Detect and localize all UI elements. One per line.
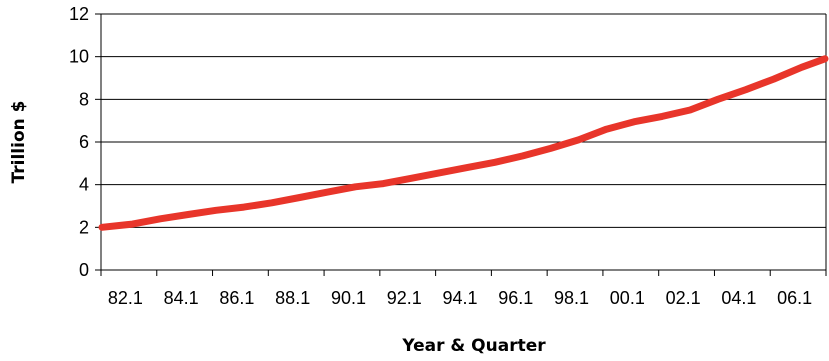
x-tick-label: 00.1 [610,288,645,308]
x-tick-label: 84.1 [164,288,199,308]
y-gridlines [101,13,826,228]
y-axis-title: Trillion $ [9,101,29,184]
x-tick-label: 94.1 [442,288,477,308]
x-tick-label: 90.1 [331,288,366,308]
y-tick-label: 2 [79,217,89,237]
y-tick-marks [95,13,101,271]
y-tick-label: 12 [69,4,89,24]
x-tick-label: 98.1 [554,288,589,308]
x-tick-label: 06.1 [777,288,812,308]
x-tick-label: 96.1 [498,288,533,308]
x-tick-label: 92.1 [387,288,422,308]
y-tick-labels: 0 2 4 6 8 10 12 [69,4,89,280]
x-tick-labels: 82.1 84.1 86.1 88.1 90.1 92.1 94.1 96.1 98.1 00.1… [108,288,812,308]
x-tick-label: 82.1 [108,288,143,308]
x-tick-label: 04.1 [721,288,756,308]
x-tick-label: 02.1 [666,288,701,308]
y-tick-label: 6 [79,132,89,152]
x-tick-label: 88.1 [275,288,310,308]
y-tick-label: 10 [69,47,89,67]
series-group [98,55,829,231]
series-line [98,55,829,231]
x-tick-marks [100,270,827,276]
y-tick-label: 0 [79,260,89,280]
y-tick-label: 8 [79,89,89,109]
x-tick-label: 86.1 [219,288,254,308]
y-tick-label: 4 [79,175,89,195]
x-axis-title: Year & Quarter [401,336,546,356]
